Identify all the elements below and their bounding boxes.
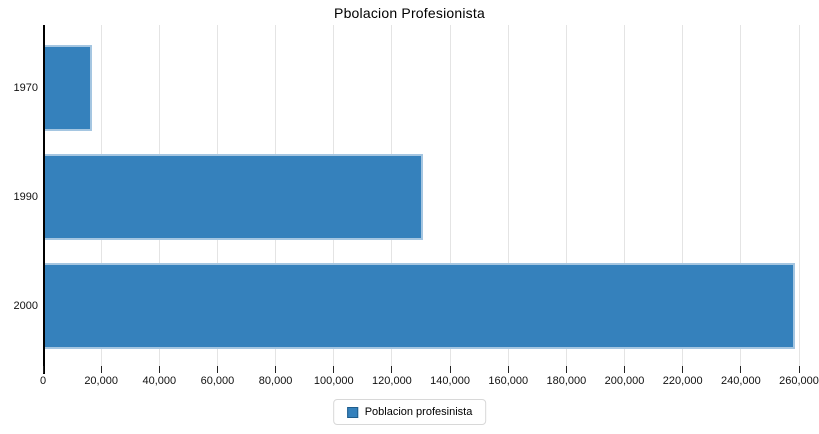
- x-tick-label: 240,000: [720, 375, 761, 387]
- gridline: [449, 25, 451, 372]
- x-tick-label: 160,000: [488, 375, 529, 387]
- y-axis-label-1970: 1970: [13, 82, 38, 95]
- legend[interactable]: Poblacion profesinista: [332, 399, 487, 425]
- gridline: [565, 25, 567, 372]
- x-tick-label: 40,000: [142, 375, 177, 387]
- gridline: [624, 25, 626, 372]
- x-tick-label: 220,000: [662, 375, 703, 387]
- x-tick-label: 140,000: [430, 375, 470, 387]
- x-tick: [507, 366, 509, 373]
- x-tick-label: 120,000: [372, 375, 412, 387]
- x-tick-label: 0: [39, 375, 47, 387]
- x-tick-label: 20,000: [84, 375, 118, 387]
- x-tick: [740, 366, 742, 373]
- plot-area: [43, 25, 800, 374]
- x-tick: [275, 366, 277, 373]
- x-tick: [100, 366, 102, 373]
- x-tick: [158, 366, 160, 373]
- gridline: [798, 25, 800, 372]
- y-axis-label-1990: 1990: [13, 191, 38, 203]
- x-tick: [42, 366, 44, 373]
- x-tick-label: 200,000: [604, 375, 645, 387]
- x-tick: [333, 366, 335, 373]
- bar-2000[interactable]: [45, 262, 795, 349]
- x-tick-label: 180,000: [546, 375, 587, 387]
- x-tick-label: 260,000: [779, 375, 819, 387]
- gridline: [507, 25, 509, 372]
- x-tick: [449, 366, 451, 373]
- x-tick-label: 100,000: [313, 375, 354, 387]
- x-tick-label: 80,000: [258, 375, 293, 387]
- x-tick: [216, 366, 218, 373]
- x-tick: [391, 366, 393, 373]
- gridline: [740, 25, 742, 372]
- chart-title: Pbolacion Profesionista: [334, 5, 485, 21]
- bar-1990[interactable]: [45, 154, 424, 240]
- bar-1970[interactable]: [45, 45, 93, 132]
- legend-label: Poblacion profesinista: [364, 406, 473, 418]
- x-tick: [798, 366, 800, 373]
- y-axis-line: [43, 25, 45, 374]
- x-tick: [624, 366, 626, 373]
- gridline: [682, 25, 684, 372]
- y-axis-label-2000: 2000: [13, 299, 38, 312]
- x-tick: [565, 366, 567, 373]
- legend-swatch-icon: [346, 406, 358, 418]
- x-tick: [682, 366, 684, 373]
- x-tick-label: 60,000: [200, 375, 235, 387]
